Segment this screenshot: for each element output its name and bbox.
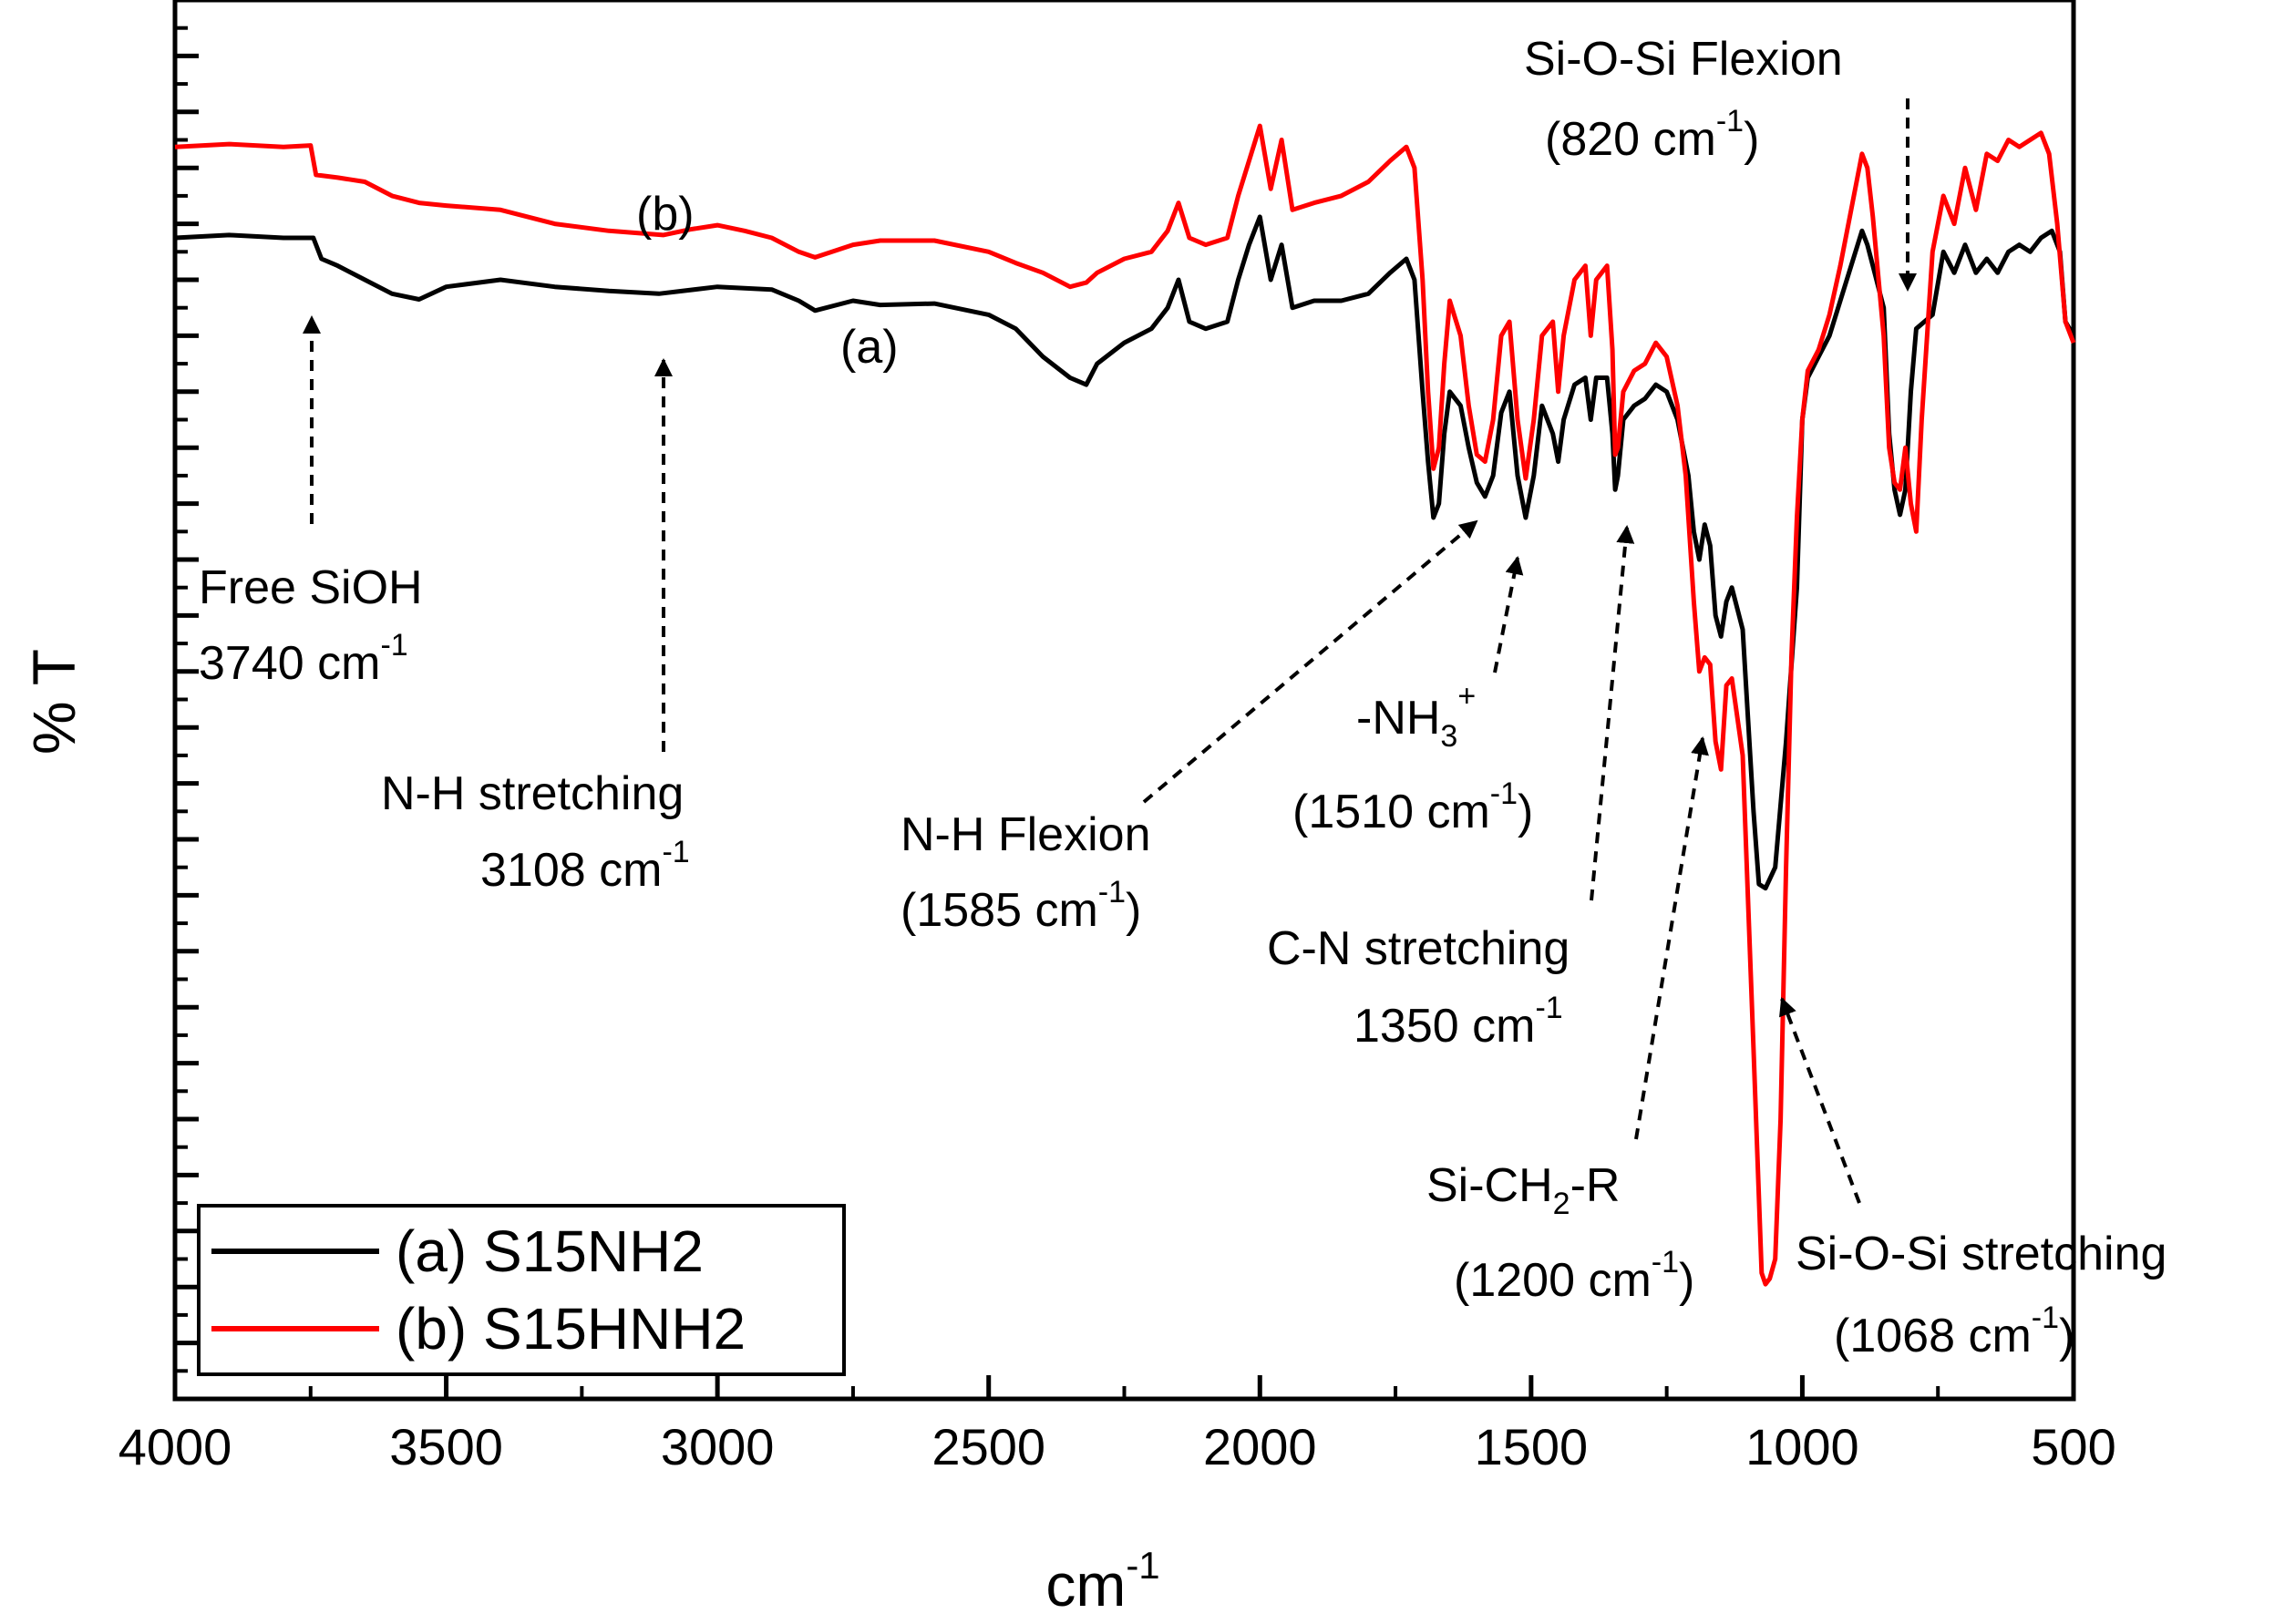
arrow-nh-flexion xyxy=(1142,519,1478,804)
annotation-free-sioh: Free SiOH 3740 cm-1 xyxy=(199,561,436,690)
annotation-arrows xyxy=(303,98,1917,1204)
y-axis-ticks xyxy=(175,0,199,1402)
series-line-s15nh2 xyxy=(174,214,2076,891)
annotation-cn-stretching: C-N stretching 1350 cm-1 xyxy=(1267,922,1583,1053)
x-tick-label: 3500 xyxy=(389,1418,503,1475)
x-axis-ticks: 4000 3500 3000 2500 2000 1500 1000 500 xyxy=(118,1375,2116,1475)
x-axis-label: cm-1 xyxy=(1045,1544,1159,1619)
legend-box xyxy=(197,1204,846,1376)
x-tick-label: 4000 xyxy=(118,1418,232,1475)
annotation-sich2r: Si-CH2-R (1200 cm-1) xyxy=(1426,1159,1694,1307)
y-axis-label: % T xyxy=(20,649,87,755)
annotation-siosi-flexion: Si-O-Si Flexion (820 cm-1) xyxy=(1524,33,1856,166)
curve-label-a: (a) xyxy=(840,321,899,374)
annotation-nh-stretching: N-H stretching 3108 cm-1 xyxy=(381,767,697,897)
legend-label-s15hnh2: (b) S15HNH2 xyxy=(396,1296,746,1362)
x-tick-label: 3000 xyxy=(661,1418,775,1475)
series-line-s15hnh2 xyxy=(174,123,2076,1287)
arrow-siosi-stretching xyxy=(1779,997,1861,1204)
arrow-cn-stretching xyxy=(1590,525,1635,901)
annotation-siosi-stretching: Si-O-Si stretching (1068 cm-1) xyxy=(1796,1228,2180,1362)
annotation-nh-flexion: N-H Flexion (1585 cm-1) xyxy=(901,808,1164,937)
legend: (a) S15NH2 (b) S15HNH2 xyxy=(197,1204,846,1376)
x-tick-label: 1000 xyxy=(1745,1418,1859,1475)
annotation-nh3: -NH3+ (1510 cm-1) xyxy=(1292,664,1533,838)
x-tick-label: 2000 xyxy=(1203,1418,1317,1475)
x-tick-label: 2500 xyxy=(931,1418,1045,1475)
legend-label-s15nh2: (a) S15NH2 xyxy=(396,1218,704,1284)
x-tick-label: 500 xyxy=(2031,1418,2115,1475)
curve-label-b: (b) xyxy=(636,188,695,241)
arrow-nh3 xyxy=(1493,556,1524,673)
x-tick-label: 1500 xyxy=(1475,1418,1589,1475)
arrow-sich2r xyxy=(1634,736,1709,1140)
